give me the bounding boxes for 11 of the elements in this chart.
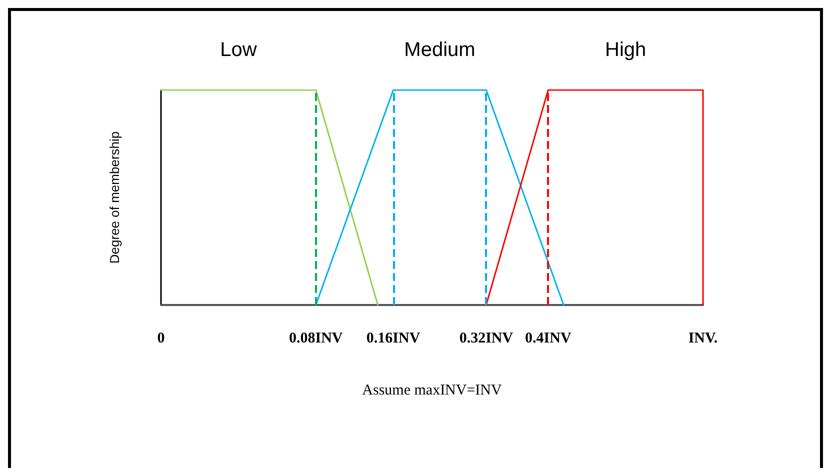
y-axis-title: Degree of membership — [107, 131, 122, 264]
series-label: High — [605, 39, 646, 61]
series-label: Medium — [404, 39, 476, 61]
x-tick-label: 0.32INV — [459, 330, 514, 346]
series-label: Low — [220, 39, 258, 61]
x-tick-label: 0.08INV — [288, 330, 343, 346]
x-tick-label: 0.4INV — [525, 330, 572, 346]
x-axis-title: Assume maxINV=INV — [362, 382, 502, 398]
x-tick-label: INV. — [688, 330, 718, 346]
x-tick-label: 0.16INV — [366, 330, 420, 346]
x-tick-label: 0 — [157, 330, 165, 346]
